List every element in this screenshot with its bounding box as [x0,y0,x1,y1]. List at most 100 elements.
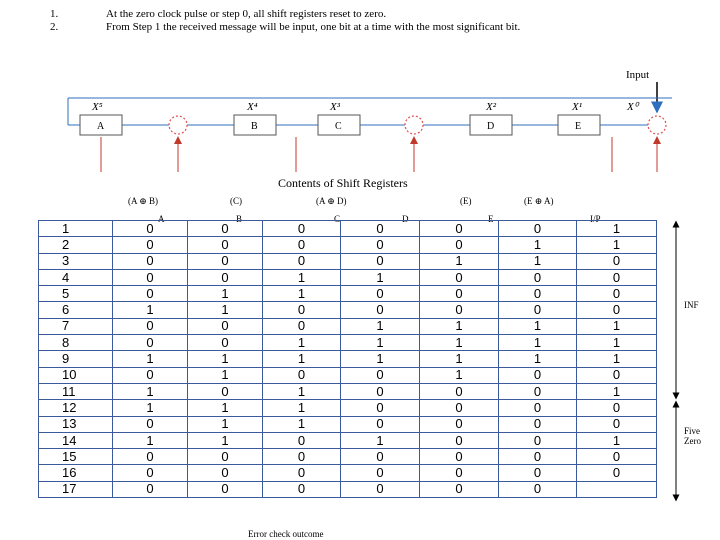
bit-cell: 1 [498,317,577,336]
bit-cell: 0 [112,334,188,352]
bit-cell: 0 [187,334,263,352]
power-label-x0: X⁰ [626,101,640,113]
bit-cell: 0 [340,366,420,384]
bit-cell: 0 [576,464,657,482]
table-row: 13 0 1 1 0 0 0 0 [38,415,657,433]
bit-cell: 1 [419,252,499,270]
register-d-label: D [487,121,494,132]
bit-cell: 1 [498,350,577,368]
table-row: 17 0 0 0 0 0 0 [38,480,657,499]
register-a: A [79,114,123,136]
bit-cell: 0 [419,464,499,482]
bit-cell: 0 [498,301,577,319]
table-row: 12 1 1 1 0 0 0 0 [38,399,657,417]
bit-cell: 0 [576,285,657,303]
bit-cell: 0 [498,285,577,303]
bit-cell: 0 [112,268,188,287]
bit-cell: 0 [340,236,420,254]
bit-cell: 1 [262,350,341,368]
header-bottom-5: E [488,214,494,224]
bit-cell: 0 [419,448,499,466]
bit-cell: 0 [419,285,499,303]
bit-cell: 1 [340,317,420,336]
bit-cell: 0 [498,219,577,238]
step-2-number: 2. [50,21,59,33]
bit-cell: 0 [419,219,499,238]
bit-cell: 1 [262,268,341,287]
bit-cell: 0 [187,382,263,401]
bit-cell: 0 [419,268,499,287]
power-label-x4: X⁴ [246,101,258,113]
bit-cell: 0 [419,480,499,499]
header-bottom-6: I/P [590,214,601,224]
bit-cell: 0 [576,448,657,466]
bit-cell: 0 [262,252,341,270]
bit-cell: 0 [340,285,420,303]
xor-adder-2 [404,115,424,135]
bit-cell: 0 [419,236,499,254]
bit-cell: 0 [262,366,341,384]
register-b-label: B [251,121,258,132]
step-number-cell: 9 [38,350,113,368]
header-top-3: (A ⊕ D) [316,196,347,206]
zero-label: Zero [684,436,701,446]
bit-cell: 0 [112,317,188,336]
step-number-cell: 6 [38,301,113,319]
power-label-x1: X¹ [571,101,582,113]
bit-cell: 0 [112,464,188,482]
bit-cell: 0 [262,236,341,254]
bit-cell: 0 [419,301,499,319]
step-number-cell: 15 [38,448,113,466]
bit-cell: 1 [340,334,420,352]
bit-cell: 1 [112,431,188,450]
bit-cell: 0 [112,219,188,238]
bit-cell: 0 [498,382,577,401]
step-number-cell: 17 [38,480,113,499]
step-number-cell: 16 [38,464,113,482]
header-top-4: (E) [460,196,472,206]
bit-cell: 1 [187,285,263,303]
step-2: 2. From Step 1 the received message will… [50,21,710,33]
header-bottom-3: C [334,214,341,224]
header-bottom-2: B [236,214,243,224]
bit-cell: 0 [187,236,263,254]
bit-cell: 0 [419,431,499,450]
bit-cell: 0 [340,415,420,433]
bit-cell: 0 [112,448,188,466]
bit-cell: 0 [498,431,577,450]
step-number-cell: 10 [38,366,113,384]
header-top-5: (E ⊕ A) [524,196,554,206]
bit-cell: 1 [576,236,657,254]
inf-label: INF [684,300,699,310]
bit-cell: 0 [576,399,657,417]
bit-cell: 0 [187,252,263,270]
bit-cell: 1 [576,317,657,336]
bit-cell: 0 [262,480,341,499]
register-c: C [317,114,361,136]
bit-cell: 1 [498,252,577,270]
bit-cell: 0 [419,399,499,417]
bit-cell: 0 [112,366,188,384]
step-number-cell: 12 [38,399,113,417]
bit-cell: 1 [187,415,263,433]
bit-cell: 1 [262,399,341,417]
bit-cell: 0 [576,301,657,319]
table-row: 10 0 1 0 0 1 0 0 [38,366,657,384]
bit-cell: 0 [498,366,577,384]
bit-cell: 0 [498,399,577,417]
table-row: 14 1 1 0 1 0 0 1 [38,431,657,450]
bit-cell: 0 [187,464,263,482]
register-e: E [557,114,601,136]
bit-cell: 0 [262,464,341,482]
step-number-cell: 7 [38,317,113,336]
bit-cell: 0 [187,268,263,287]
bit-cell: 0 [262,431,341,450]
